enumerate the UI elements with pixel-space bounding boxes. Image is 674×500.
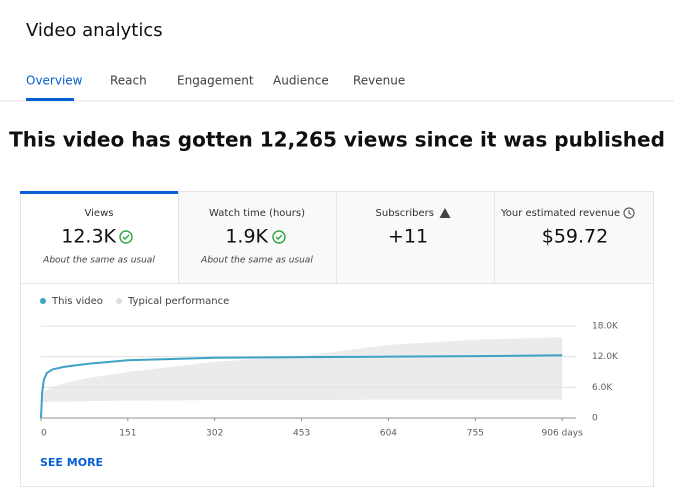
cards-bg [179,192,653,283]
views-line [40,354,563,419]
clock-icon [623,207,635,219]
typical-band [41,337,563,403]
x-tick-label: 453 [293,429,310,439]
tab[interactable]: Overview [26,74,83,88]
headline: This video has gotten 12,265 views since… [9,128,665,152]
active-card-bar [20,191,178,194]
legend-label: This video [51,296,103,307]
legend-dot [40,298,46,304]
x-tick-label: 755 [467,429,484,439]
tab[interactable]: Reach [110,74,147,88]
legend-dot [116,298,122,304]
metric-label: Your estimated revenue [500,208,620,219]
y-tick-label: 12.0K [592,352,619,362]
x-tick-label: 906 days [542,429,584,439]
y-tick-label: 6.0K [592,383,613,393]
metric-value: $59.72 [542,226,608,248]
metric-note: About the same as usual [200,256,313,266]
y-tick-label: 0 [592,414,598,424]
page-title: Video analytics [26,20,163,41]
y-tick-label: 18.0K [592,322,619,332]
x-tick-label: 0 [41,429,47,439]
tab-underline [26,98,74,101]
metric-label: Subscribers [376,208,434,219]
metric-note: About the same as usual [42,256,155,266]
tab[interactable]: Engagement [177,74,254,88]
metric-label: Watch time (hours) [209,208,305,219]
x-tick-label: 302 [206,429,223,439]
x-tick-label: 604 [380,429,397,439]
warning-icon [439,208,451,218]
x-tick-label: 151 [119,429,136,439]
tab[interactable]: Revenue [353,74,405,88]
check-icon [272,230,286,244]
metric-label: Views [85,208,114,219]
see-more[interactable]: SEE MORE [40,456,103,469]
metric-value: 1.9K [225,226,268,248]
metric-value: +11 [388,226,428,248]
legend-label: Typical performance [127,296,229,307]
check-icon [119,230,133,244]
metric-value: 12.3K [61,226,116,248]
tab[interactable]: Audience [273,74,329,88]
